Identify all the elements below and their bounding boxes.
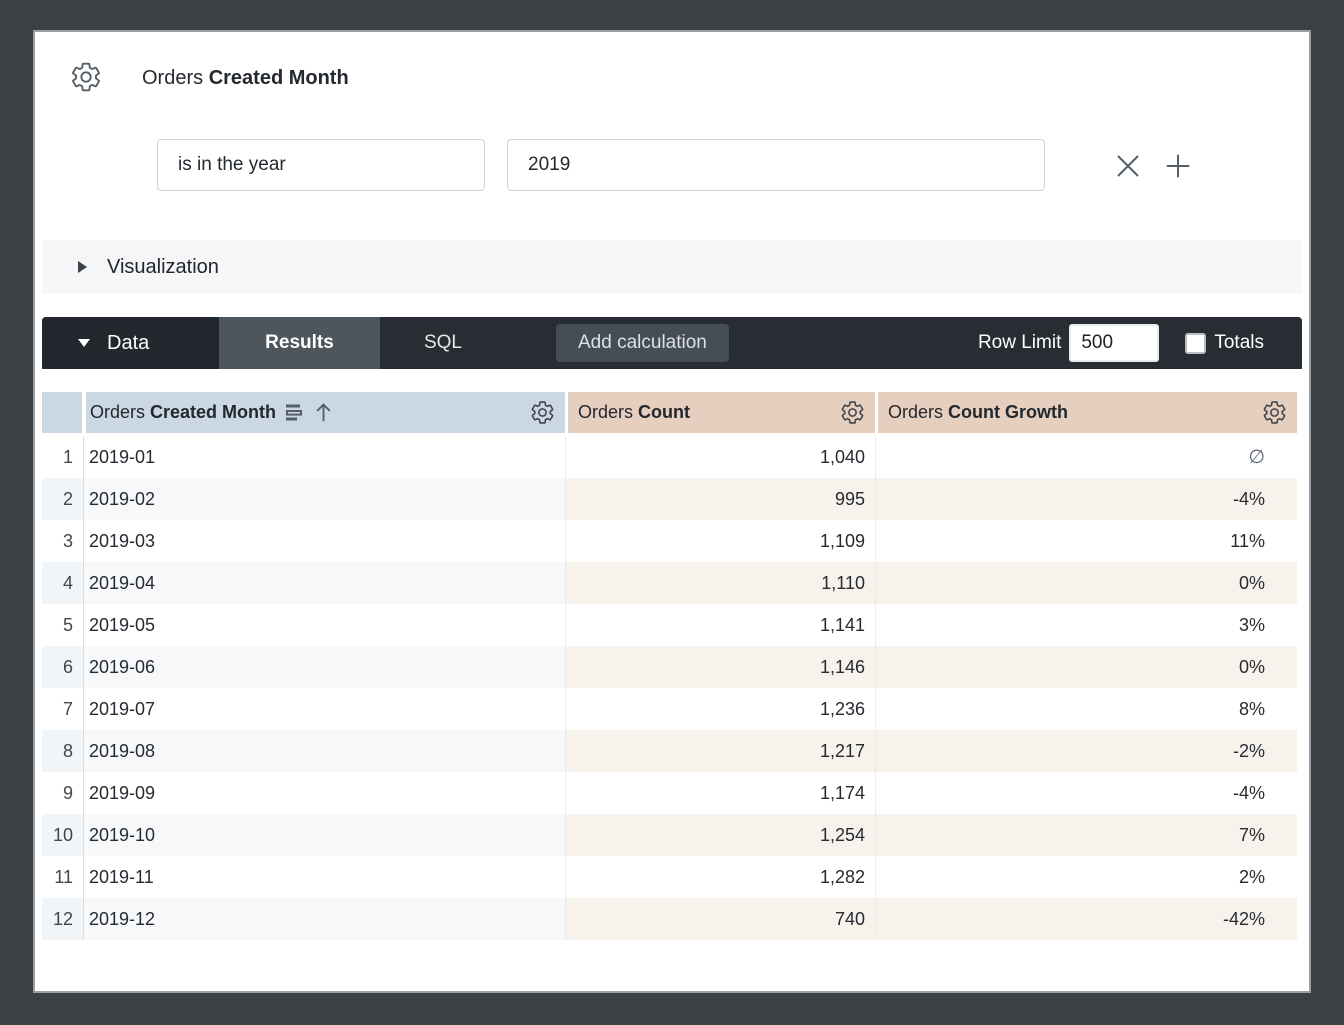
row-number: 3 [42, 520, 84, 562]
cell-count-growth[interactable]: 2% [1238, 866, 1265, 887]
tab-sql[interactable]: SQL [423, 332, 463, 353]
cell-orders-count[interactable]: 995 [566, 478, 876, 520]
cell-orders-count[interactable]: 1,040 [566, 436, 876, 478]
column-header-created-month[interactable]: Orders Created Month [86, 392, 565, 433]
cell-orders-count[interactable]: 1,217 [566, 730, 876, 772]
table-body: 1 2019-01 1,040 ∅ 2 2019-02 995 -4% 3 20… [42, 436, 1297, 940]
table-row: 3 2019-03 1,109 11% [42, 520, 1297, 562]
table-row: 4 2019-04 1,110 0% [42, 562, 1297, 604]
row-number: 6 [42, 646, 84, 688]
table-row: 12 2019-12 740 -42% [42, 898, 1297, 940]
cell-created-month[interactable]: 2019-10 [84, 814, 566, 856]
totals-label: Totals [1214, 332, 1264, 353]
data-label: Data [107, 331, 150, 354]
filter-value-input[interactable]: 2019 [507, 139, 1045, 191]
column-label: Orders Count Growth [888, 402, 1069, 422]
cell-count-growth[interactable]: -4% [876, 478, 1297, 520]
sort-ascending-icon [314, 402, 333, 423]
row-number: 9 [42, 772, 84, 814]
page-title: Orders Created Month [142, 67, 349, 89]
field-settings-gear-icon[interactable] [70, 61, 102, 93]
column-label: Orders Count [578, 402, 691, 422]
table-row: 6 2019-06 1,146 0% [42, 646, 1297, 688]
totals-checkbox[interactable] [1185, 332, 1207, 354]
column-label: Orders Created Month [90, 402, 277, 422]
chevron-down-icon [78, 339, 90, 347]
cell-count-growth[interactable]: -2% [876, 730, 1297, 772]
cell-orders-count[interactable]: 1,110 [566, 562, 876, 604]
cell-count-growth[interactable]: 0% [876, 562, 1297, 604]
row-number: 1 [42, 436, 84, 478]
column-gear-icon[interactable] [1262, 400, 1287, 425]
cell-created-month[interactable]: 2019-11 [84, 856, 566, 898]
cell-count-growth[interactable]: 11% [1230, 530, 1265, 551]
row-number: 4 [42, 562, 84, 604]
table-row: 8 2019-08 1,217 -2% [42, 730, 1297, 772]
table-header-row: Orders Created Month [42, 392, 1297, 433]
group-rows-icon [285, 402, 305, 423]
cell-created-month[interactable]: 2019-12 [84, 898, 566, 940]
cell-orders-count[interactable]: 1,146 [566, 646, 876, 688]
add-filter-icon[interactable] [1163, 151, 1193, 181]
table-row: 9 2019-09 1,174 -4% [42, 772, 1297, 814]
cell-orders-count[interactable]: 1,141 [566, 604, 876, 646]
cell-orders-count[interactable]: 1,236 [566, 688, 876, 730]
cell-orders-count[interactable]: 1,174 [566, 772, 876, 814]
cell-created-month[interactable]: 2019-02 [84, 478, 566, 520]
row-limit-input[interactable] [1069, 324, 1160, 362]
cell-created-month[interactable]: 2019-01 [84, 436, 566, 478]
filter-condition-select[interactable]: is in the year [157, 139, 485, 191]
row-number: 2 [42, 478, 84, 520]
cell-created-month[interactable]: 2019-04 [84, 562, 566, 604]
row-number: 7 [42, 688, 84, 730]
cell-count-growth[interactable]: 8% [1238, 698, 1265, 719]
table-row: 11 2019-11 1,282 2% [42, 856, 1297, 898]
row-limit-label: Row Limit [977, 332, 1062, 353]
cell-created-month[interactable]: 2019-08 [84, 730, 566, 772]
results-table: Orders Created Month [42, 392, 1297, 940]
table-row: 10 2019-10 1,254 7% [42, 814, 1297, 856]
column-header-orders-count[interactable]: Orders Count [568, 392, 875, 433]
row-number: 10 [42, 814, 84, 856]
visualization-section-header[interactable]: Visualization [42, 240, 1302, 294]
cell-created-month[interactable]: 2019-05 [84, 604, 566, 646]
cell-created-month[interactable]: 2019-07 [84, 688, 566, 730]
cell-created-month[interactable]: 2019-09 [84, 772, 566, 814]
cell-orders-count[interactable]: 1,254 [566, 814, 876, 856]
visualization-label: Visualization [107, 255, 219, 278]
cell-created-month[interactable]: 2019-03 [84, 520, 566, 562]
row-number: 8 [42, 730, 84, 772]
cell-count-growth[interactable]: 0% [876, 646, 1297, 688]
table-row: 5 2019-05 1,141 3% [42, 604, 1297, 646]
column-header-count-growth[interactable]: Orders Count Growth [878, 392, 1297, 433]
table-row: 2 2019-02 995 -4% [42, 478, 1297, 520]
cell-orders-count[interactable]: 1,109 [566, 520, 876, 562]
table-row: 7 2019-07 1,236 8% [42, 688, 1297, 730]
null-value-icon: ∅ [1248, 446, 1265, 468]
data-section-bar: Data Results SQL Add calculation Row Lim… [42, 317, 1302, 369]
cell-count-growth[interactable]: 3% [1238, 614, 1265, 635]
tab-results[interactable]: Results [219, 317, 380, 369]
column-gear-icon[interactable] [530, 400, 555, 425]
chevron-right-icon [78, 261, 87, 273]
data-section-toggle[interactable]: Data [42, 317, 219, 369]
row-number: 12 [42, 898, 84, 940]
row-number-header [42, 392, 82, 433]
column-gear-icon[interactable] [840, 400, 865, 425]
cell-count-growth[interactable]: ∅ [876, 436, 1297, 478]
table-row: 1 2019-01 1,040 ∅ [42, 436, 1297, 478]
cell-orders-count[interactable]: 740 [566, 898, 876, 940]
explore-panel: Orders Created Month is in the year 2019… [33, 30, 1311, 993]
cell-created-month[interactable]: 2019-06 [84, 646, 566, 688]
cell-orders-count[interactable]: 1,282 [566, 856, 876, 898]
cell-count-growth[interactable]: 7% [876, 814, 1297, 856]
cell-count-growth[interactable]: -42% [876, 898, 1297, 940]
row-number: 11 [42, 856, 84, 898]
cell-count-growth[interactable]: -4% [1232, 782, 1265, 803]
row-number: 5 [42, 604, 84, 646]
add-calculation-button[interactable]: Add calculation [556, 324, 729, 362]
remove-filter-icon[interactable] [1113, 151, 1143, 181]
